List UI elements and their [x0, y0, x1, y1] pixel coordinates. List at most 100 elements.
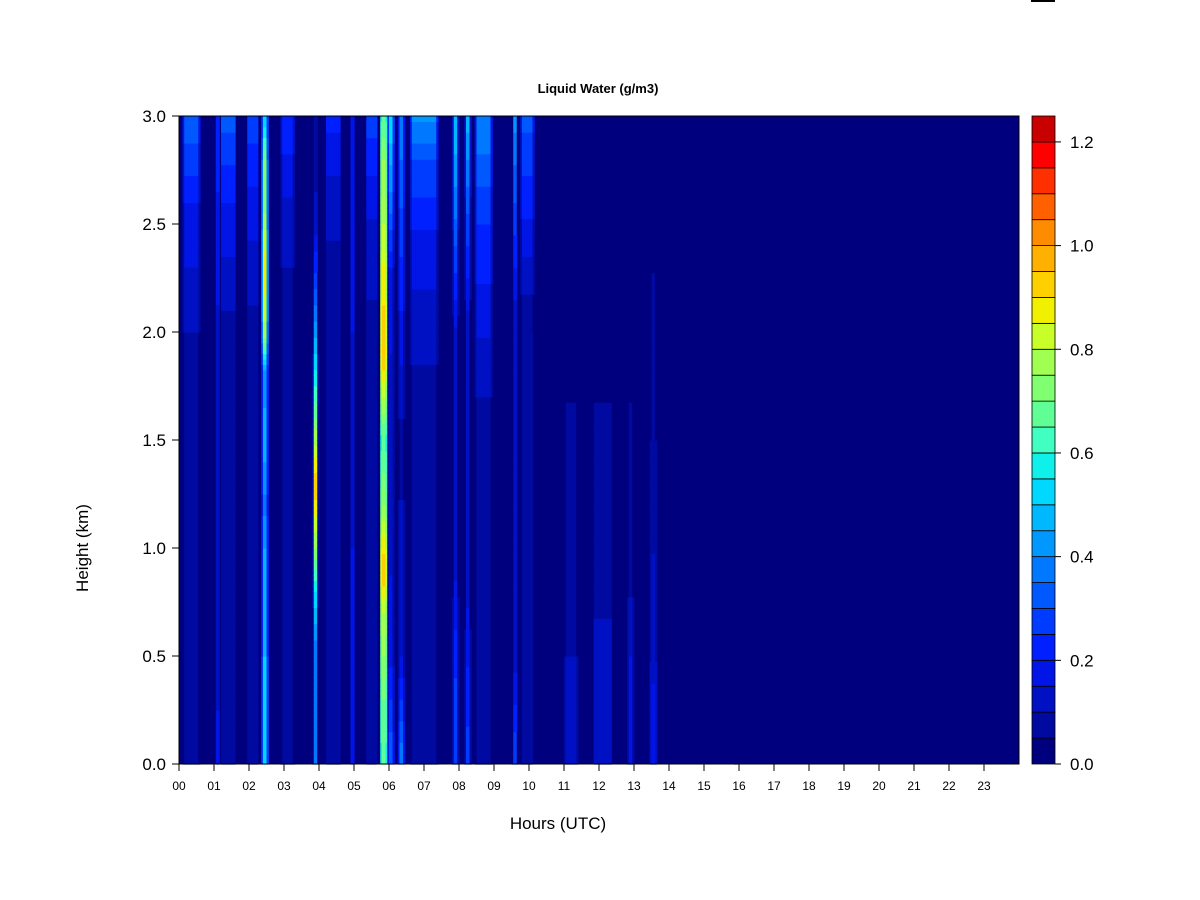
heatmap-cell — [233, 170, 236, 176]
heatmap-cell — [266, 180, 269, 187]
heatmap-cell — [198, 580, 201, 587]
heatmap-cell — [186, 440, 189, 446]
heatmap-cell — [184, 618, 187, 625]
heatmap-cell — [233, 434, 236, 441]
heatmap-cell — [198, 672, 201, 679]
heatmap-cell — [194, 407, 198, 414]
heatmap-cell — [184, 402, 187, 409]
heatmap-cell — [256, 407, 259, 414]
heatmap-cell — [198, 315, 201, 322]
heatmap-cell — [317, 558, 320, 565]
heatmap-cell — [233, 704, 236, 711]
heatmap-cell — [233, 715, 236, 722]
heatmap-cell — [198, 461, 201, 468]
heatmap-cell — [187, 375, 191, 382]
heatmap-cell — [191, 369, 194, 376]
heatmap-cell — [186, 672, 189, 679]
heatmap-cell — [184, 753, 187, 760]
heatmap-cell — [317, 445, 320, 452]
heatmap-cell — [189, 218, 192, 225]
heatmap-cell — [182, 359, 185, 365]
heatmap-cell — [189, 553, 192, 560]
heatmap-cell — [217, 429, 220, 436]
heatmap-cell — [187, 483, 191, 490]
heatmap-cell — [191, 310, 194, 317]
heatmap-cell — [315, 251, 318, 257]
heatmap-cell — [317, 450, 320, 457]
heatmap-cell — [317, 629, 320, 635]
heatmap-cell — [186, 596, 189, 603]
heatmap-cell — [189, 402, 192, 409]
heatmap-cell — [217, 580, 220, 587]
heatmap-cell — [292, 143, 296, 149]
heatmap-cell — [292, 240, 296, 247]
heatmap-cell — [266, 148, 269, 155]
heatmap-cell — [184, 726, 187, 733]
heatmap-cell — [292, 575, 296, 581]
heatmap-cell — [189, 537, 192, 544]
heatmap-cell — [233, 315, 236, 322]
heatmap-cell — [233, 245, 236, 252]
heatmap-cell — [191, 526, 194, 533]
heatmap-cell — [182, 672, 185, 679]
heatmap-cell — [233, 753, 236, 760]
heatmap-cell — [217, 704, 220, 711]
heatmap-cell — [193, 326, 196, 333]
heatmap-cell — [317, 305, 320, 311]
heatmap-cell — [184, 456, 187, 463]
heatmap-cell — [256, 186, 259, 193]
heatmap-cell — [193, 423, 196, 430]
heatmap-cell — [182, 148, 185, 155]
heatmap-cell — [198, 429, 201, 436]
heatmap-cell — [198, 121, 201, 128]
heatmap-cell — [194, 602, 198, 608]
heatmap-cell — [266, 234, 269, 241]
heatmap-cell — [233, 299, 236, 306]
heatmap-cell — [189, 261, 192, 268]
heatmap-cell — [189, 461, 192, 468]
heatmap-cell — [191, 499, 194, 506]
heatmap-cell — [193, 391, 196, 398]
heatmap-cell — [256, 461, 259, 468]
heatmap-cell — [193, 175, 196, 182]
heatmap-cell — [191, 218, 194, 225]
heatmap-cell — [184, 310, 187, 317]
heatmap-cell — [317, 423, 320, 430]
heatmap-cell — [191, 418, 194, 425]
heatmap-cell — [189, 159, 192, 166]
heatmap-cell — [187, 283, 191, 290]
heatmap-cell — [186, 483, 189, 490]
heatmap-cell — [184, 747, 187, 754]
heatmap-cell — [187, 450, 191, 457]
heatmap-cell — [217, 164, 220, 171]
heatmap-cell — [187, 623, 191, 630]
heatmap-cell — [194, 661, 198, 668]
heatmap-cell — [189, 175, 192, 182]
heatmap-cell — [189, 251, 192, 257]
heatmap-cell — [191, 666, 194, 673]
heatmap-cell — [189, 391, 192, 398]
heatmap-cell — [292, 688, 296, 695]
heatmap-cell — [191, 267, 194, 274]
heatmap-cell — [182, 116, 185, 122]
heatmap-cell — [193, 288, 196, 295]
heatmap-cell — [184, 353, 187, 360]
heatmap-cell — [184, 683, 187, 689]
heatmap-cell — [191, 251, 194, 257]
heatmap-cell — [233, 569, 236, 576]
heatmap-cell — [256, 445, 259, 452]
heatmap-cell — [184, 213, 187, 220]
heatmap-cell — [189, 423, 192, 430]
heatmap-cell — [182, 240, 185, 247]
heatmap-cell — [191, 321, 194, 328]
heatmap-cell — [182, 143, 185, 149]
heatmap-cell — [256, 283, 259, 290]
heatmap-cell — [217, 645, 220, 652]
heatmap-cell — [186, 413, 189, 419]
heatmap-cell — [182, 526, 185, 533]
heatmap-cell — [198, 229, 201, 236]
heatmap-cell — [184, 440, 187, 446]
heatmap-cell — [184, 704, 187, 711]
heatmap-cell — [194, 591, 198, 598]
heatmap-cell — [317, 639, 320, 646]
